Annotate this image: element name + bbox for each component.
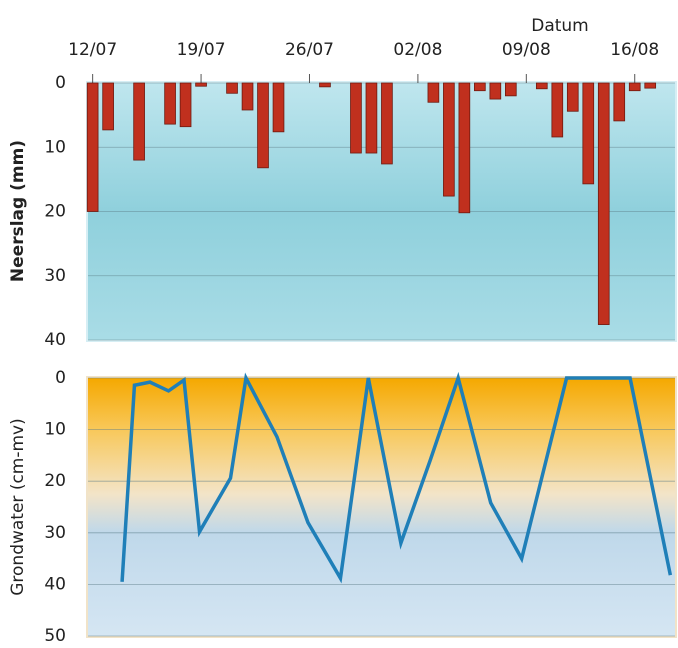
bar	[241, 82, 254, 111]
bar	[350, 82, 362, 154]
y-tick-label: 10	[44, 137, 66, 157]
bar	[381, 82, 393, 165]
bar	[474, 82, 486, 92]
bar	[505, 82, 517, 97]
x-tick-label: 12/07	[68, 40, 117, 60]
bar	[133, 82, 145, 161]
bar	[319, 82, 331, 88]
plot-area	[88, 378, 675, 636]
bar	[551, 82, 564, 138]
y-tick-label: 20	[44, 202, 66, 222]
bar	[179, 82, 192, 128]
bar	[102, 82, 114, 131]
y-tick-label: 0	[55, 73, 66, 93]
bar	[443, 82, 455, 197]
bar	[489, 82, 502, 100]
bar	[644, 82, 657, 89]
bar	[365, 82, 378, 154]
bar	[458, 82, 471, 214]
bar	[427, 82, 440, 103]
bar	[226, 82, 238, 94]
x-axis-label: Datum	[531, 16, 589, 36]
bar	[272, 82, 285, 133]
bar	[86, 82, 99, 212]
bar	[195, 82, 207, 87]
bar	[613, 82, 626, 122]
bar	[582, 82, 595, 185]
line	[120, 371, 673, 584]
y-tick-label: 50	[44, 626, 66, 646]
bar	[628, 82, 641, 92]
y-tick-label: 40	[44, 330, 66, 350]
bar	[535, 82, 548, 90]
y-tick-label: 10	[44, 420, 66, 440]
y-tick-label: 0	[55, 368, 66, 388]
y-tick-label: 30	[44, 266, 66, 286]
y-axis-label: Neerslag (mm)	[8, 140, 28, 282]
y-axis-label: Grondwater (cm-mv)	[8, 418, 28, 596]
y-tick-label: 40	[44, 574, 66, 594]
x-tick-label: 16/08	[610, 40, 659, 60]
x-tick-label: 02/08	[393, 40, 442, 60]
bar	[597, 82, 610, 325]
bar	[566, 82, 579, 112]
bar	[164, 82, 176, 125]
x-tick-label: 19/07	[177, 40, 226, 60]
x-tick-label: 26/07	[285, 40, 334, 60]
y-tick-label: 30	[44, 523, 66, 543]
x-tick-label: 09/08	[502, 40, 551, 60]
bar	[257, 82, 269, 169]
y-tick-label: 20	[44, 471, 66, 491]
